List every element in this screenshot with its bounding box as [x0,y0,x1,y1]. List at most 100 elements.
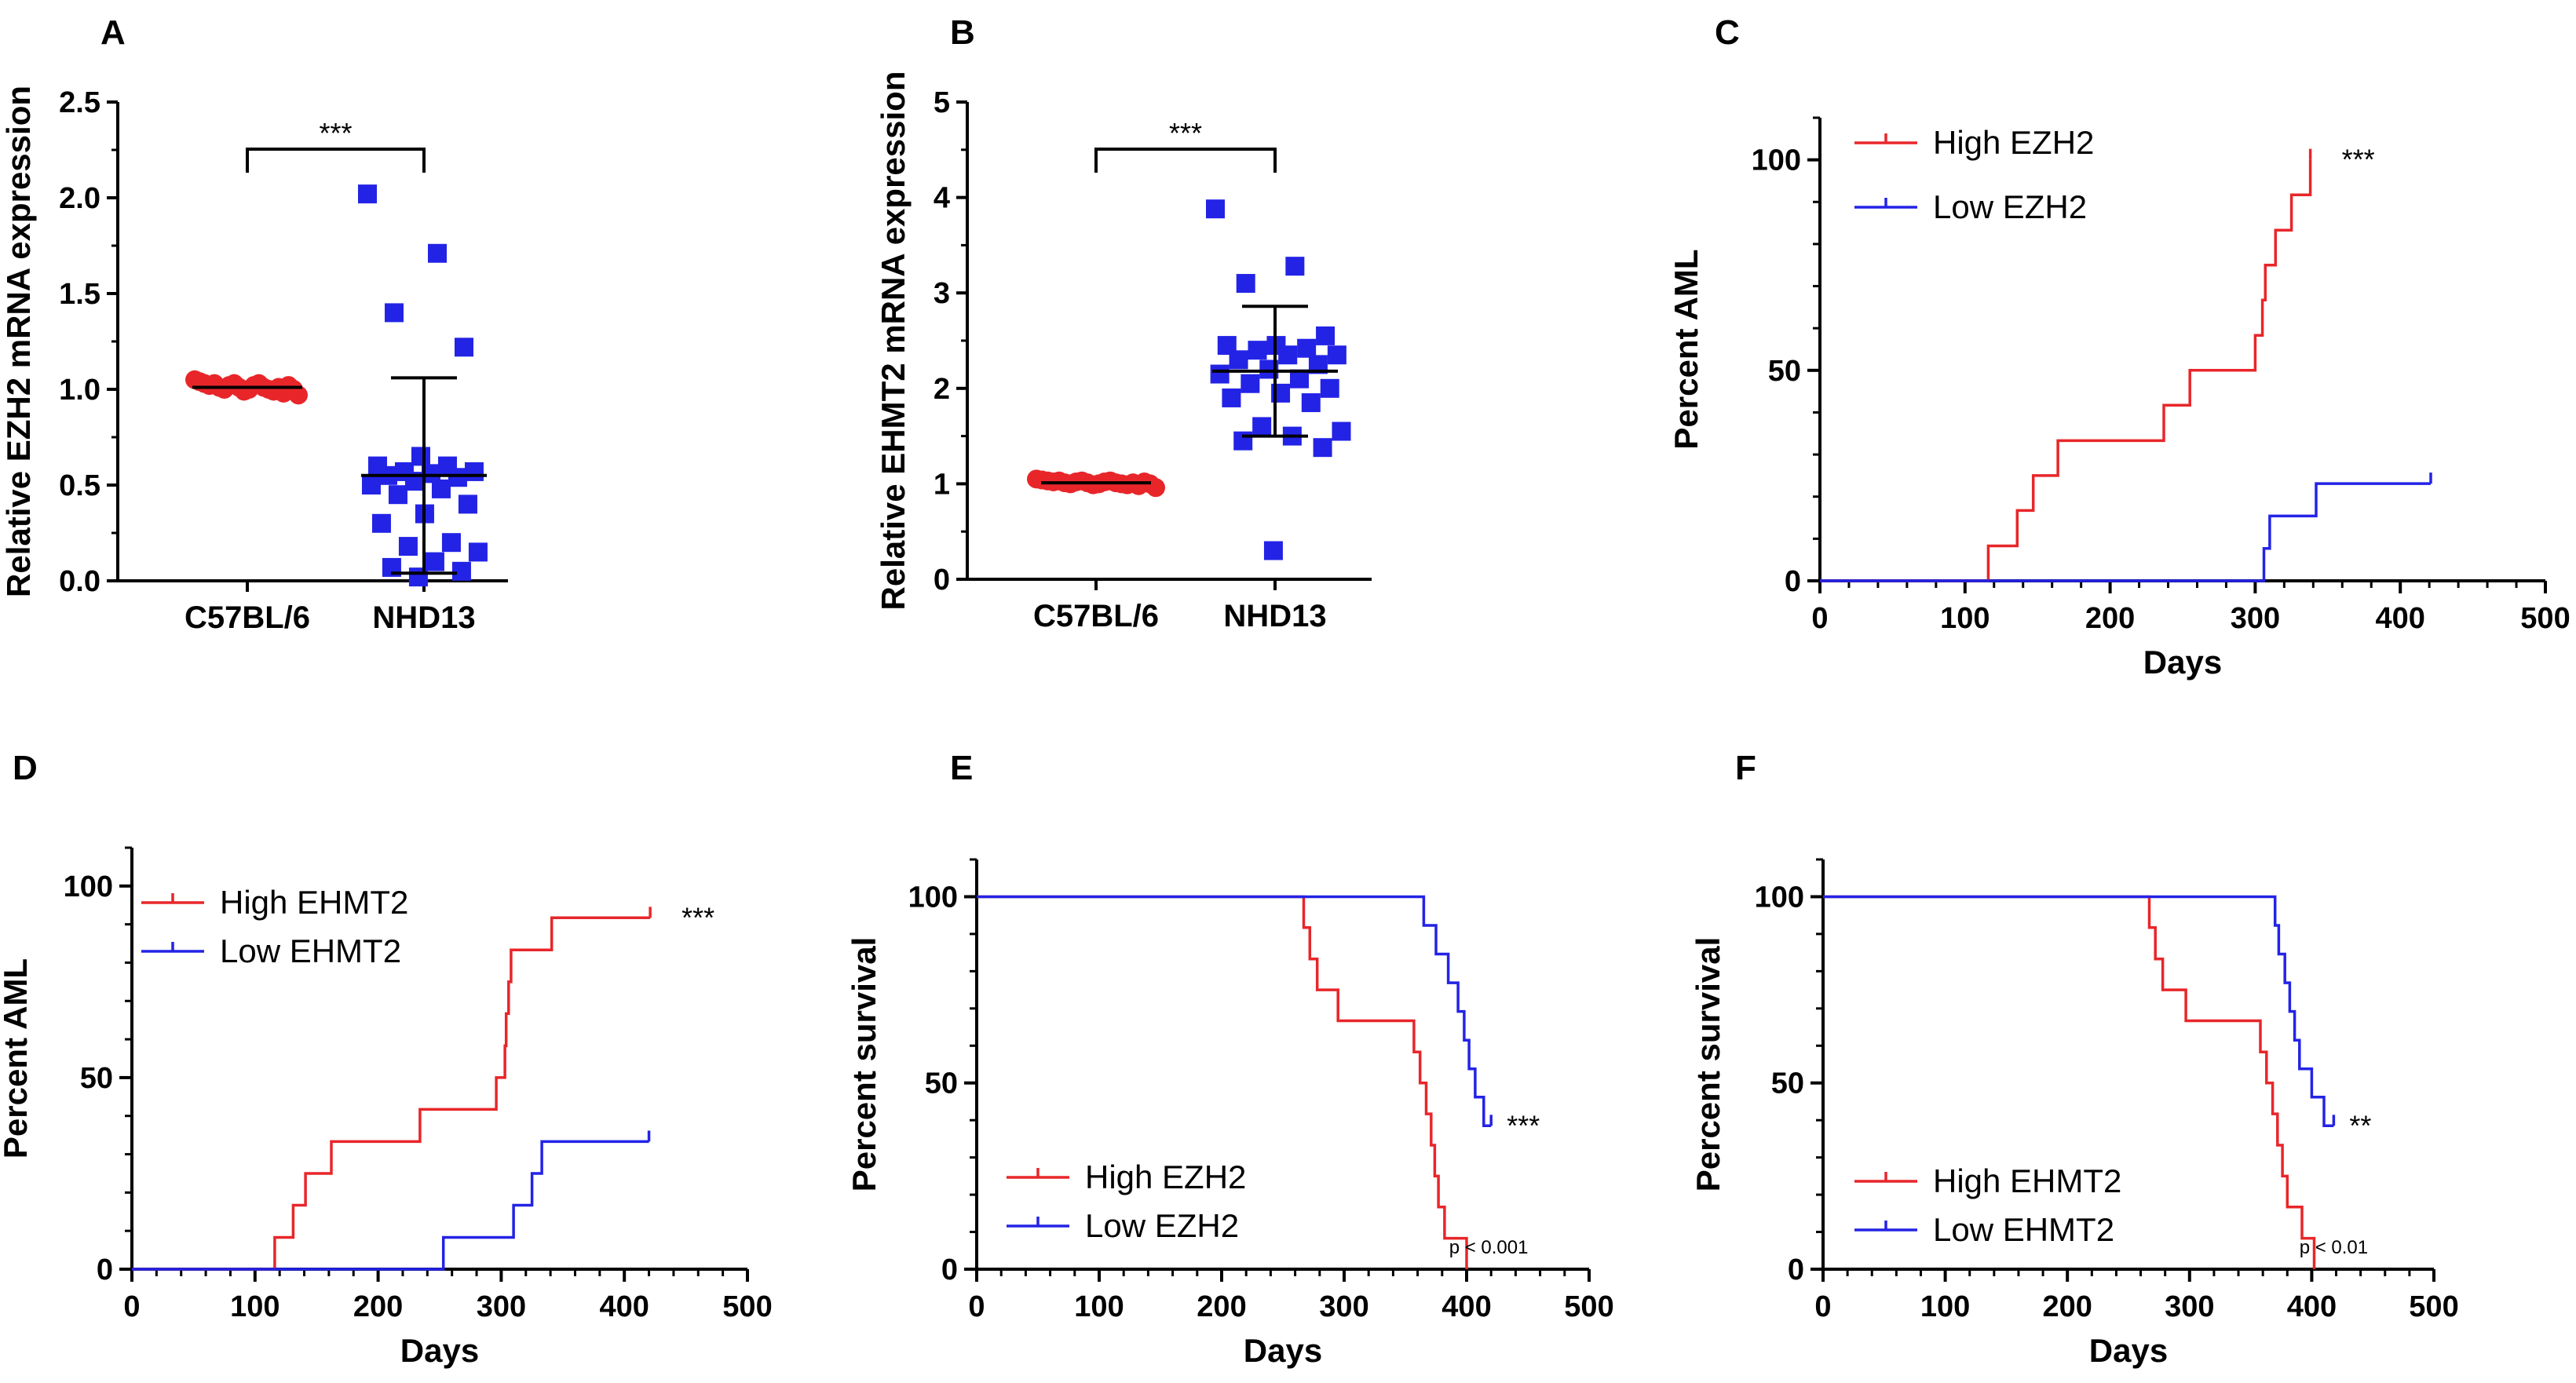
significance-marker: *** [319,117,352,149]
y-tick-label: 50 [80,1062,113,1095]
y-tick-label: 0 [934,564,950,597]
y-tick-label: 50 [1768,355,1801,388]
series-line [132,1140,649,1271]
y-axis-title: Relative EHMT2 mRNA expression [875,71,912,611]
series-line [1823,895,2316,1269]
series-line [1820,482,2431,582]
data-point [358,184,377,204]
legend-label: Low EZH2 [1085,1207,1239,1244]
legend-label: High EHMT2 [1933,1162,2121,1199]
y-tick-label: 0 [941,1253,958,1286]
y-tick-label: 0 [1788,1253,1804,1286]
significance-bracket [1094,148,1277,173]
data-point [431,479,451,498]
series-line [1820,159,2312,582]
data-point [1297,338,1317,358]
data-point [451,561,471,581]
significance-bracket [246,148,426,173]
x-tick-label: 100 [230,1290,280,1323]
y-tick-label: 0 [97,1253,113,1286]
data-point [384,303,404,323]
panel-e: E 0 100 200 300 400 500 0 50 100 Percent survival… [846,749,1614,1369]
panel-a-label: A [100,13,126,52]
panel-d: D 0 100 200 300 400 500 0 50 100 Percent AML Days H… [0,749,773,1369]
x-tick-label: 200 [1197,1290,1246,1323]
x-category-label: NHD13 [1223,599,1326,633]
y-tick-label: 2.5 [59,86,100,119]
x-axis-title: Days [1244,1332,1322,1369]
y-tick-label: 50 [925,1067,958,1100]
significance-marker: *** [1507,1109,1540,1141]
x-tick-label: 200 [2085,602,2135,635]
series-line [977,895,1492,1128]
x-category-label: C57BL/6 [1033,599,1159,633]
x-axis-title: Days [400,1332,479,1369]
data-point [464,462,484,481]
x-tick-label: 400 [1441,1290,1491,1323]
legend-label: Low EZH2 [1933,188,2087,225]
y-axis-title: Percent AML [0,958,34,1159]
data-point [441,533,461,553]
data-point [1248,341,1267,360]
y-tick-label: 100 [64,870,113,903]
data-point [1233,431,1253,451]
x-category-label: C57BL/6 [185,600,310,635]
data-point [1327,345,1346,365]
data-point [425,552,444,571]
data-point [1320,378,1339,398]
x-tick-label: 500 [2520,602,2570,635]
panel-a: A 0.0 0.5 1.0 1.5 2.0 2.5 Relative EZH2 mRNA e… [0,13,508,635]
data-point [289,385,308,405]
data-point [1285,257,1305,276]
y-tick-label: 1.5 [59,278,100,311]
data-point [1222,388,1241,407]
y-tick-label: 0.5 [59,469,100,502]
data-point [1252,417,1272,436]
data-point [398,537,418,556]
x-tick-label: 300 [477,1290,526,1323]
y-tick-label: 2.0 [59,182,100,215]
y-tick-label: 5 [934,86,950,119]
y-tick-label: 50 [1771,1067,1804,1100]
x-tick-label: 400 [2287,1290,2337,1323]
data-point [1263,541,1283,560]
legend-label: Low EHMT2 [1933,1211,2114,1248]
y-tick-label: 100 [1755,881,1804,914]
legend-label: High EZH2 [1933,124,2094,161]
data-point [468,542,488,562]
y-tick-label: 1.0 [59,374,100,407]
data-point [1146,478,1165,498]
y-axis-title: Percent AML [1668,249,1705,449]
x-tick-label: 100 [1940,602,1990,635]
panel-f: F 0 100 200 300 400 500 0 50 100 Percent survival… [1690,749,2459,1369]
legend-label: High EHMT2 [220,884,408,921]
data-point [1236,274,1255,294]
data-point [427,243,447,263]
data-point [454,338,473,357]
series-line [977,895,1468,1269]
x-tick-label: 0 [123,1290,140,1323]
y-tick-label: 1 [934,468,950,501]
x-tick-label: 200 [2042,1290,2092,1323]
y-tick-label: 0.0 [59,565,100,598]
x-tick-label: 300 [2231,602,2280,635]
y-axis-title: Percent survival [846,937,882,1192]
data-point [388,485,407,505]
panel-e-label: E [950,749,973,787]
panel-c-label: C [1715,13,1740,52]
data-point [361,476,381,494]
data-point [1278,345,1298,365]
x-tick-label: 0 [1811,602,1828,635]
y-tick-label: 3 [934,277,950,310]
x-tick-label: 100 [1920,1290,1970,1323]
x-tick-label: 400 [2375,602,2424,635]
data-point [1332,421,1351,441]
significance-marker: *** [2342,144,2375,176]
x-tick-label: 100 [1074,1290,1124,1323]
data-point [1229,350,1248,370]
significance-marker: *** [681,901,714,933]
data-point [411,447,430,466]
y-tick-label: 4 [934,182,950,215]
y-axis-title: Percent survival [1690,937,1726,1192]
